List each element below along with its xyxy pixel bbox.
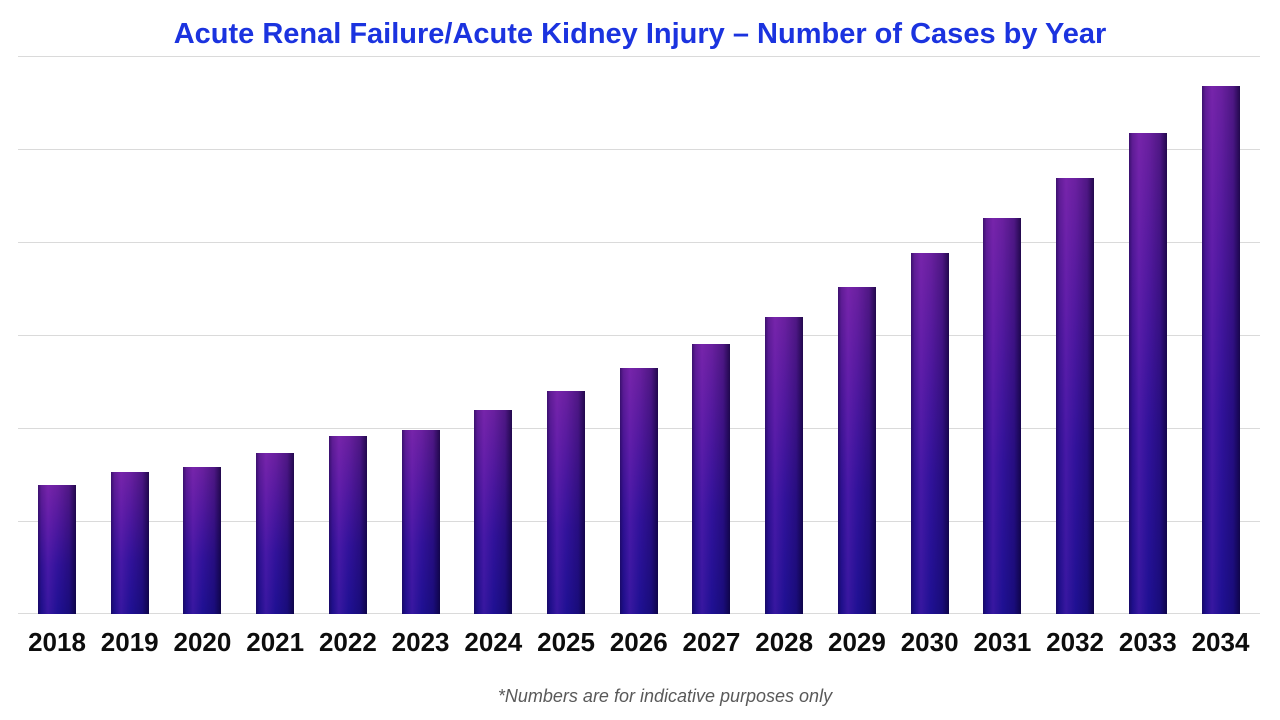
x-tick-2021: 2021 (246, 627, 305, 657)
x-tick-2025: 2025 (537, 627, 595, 657)
bar-2026 (619, 368, 658, 614)
bar-2022 (328, 436, 367, 614)
bar-2030 (910, 253, 949, 614)
bar-2023 (401, 429, 440, 614)
bar-2031 (983, 217, 1022, 614)
x-tick-2027: 2027 (682, 627, 741, 657)
x-tick-2028: 2028 (755, 627, 814, 657)
bar-2020 (183, 467, 222, 614)
bar-2029 (837, 286, 876, 614)
bar-2027 (692, 344, 731, 614)
bar-2018 (38, 484, 76, 614)
gridline (18, 335, 1260, 336)
x-tick-2020: 2020 (173, 627, 232, 657)
gridline (18, 149, 1260, 150)
bar-2025 (547, 390, 586, 614)
bar-2033 (1128, 133, 1167, 614)
x-tick-2030: 2030 (900, 627, 959, 657)
x-tick-2018: 2018 (28, 627, 86, 657)
bar-2021 (256, 453, 295, 614)
x-tick-2024: 2024 (464, 627, 523, 657)
x-tick-2023: 2023 (391, 627, 450, 657)
x-tick-2026: 2026 (609, 627, 668, 657)
bar-2034 (1201, 85, 1240, 614)
x-tick-2033: 2033 (1118, 627, 1177, 657)
bar-2028 (765, 317, 804, 614)
footnote: *Numbers are for indicative purposes onl… (497, 686, 833, 706)
plot-area (18, 56, 1260, 614)
bar-2032 (1056, 177, 1095, 614)
bar-2024 (474, 410, 513, 614)
x-tick-2029: 2029 (827, 627, 886, 657)
x-tick-2019: 2019 (100, 627, 159, 657)
x-tick-2022: 2022 (318, 627, 377, 657)
x-tick-2031: 2031 (973, 627, 1032, 657)
x-tick-2034: 2034 (1191, 627, 1250, 657)
gridline (18, 242, 1260, 243)
bar-2019 (110, 471, 149, 614)
x-tick-2032: 2032 (1046, 627, 1104, 657)
gridline (18, 56, 1260, 57)
x-axis-labels: 2018 2019 2020 2021 2022 2023 2024 2025 2026 2027… (18, 624, 1260, 664)
chart-title: Acute Renal Failure/Acute Kidney Injury … (173, 18, 1107, 50)
